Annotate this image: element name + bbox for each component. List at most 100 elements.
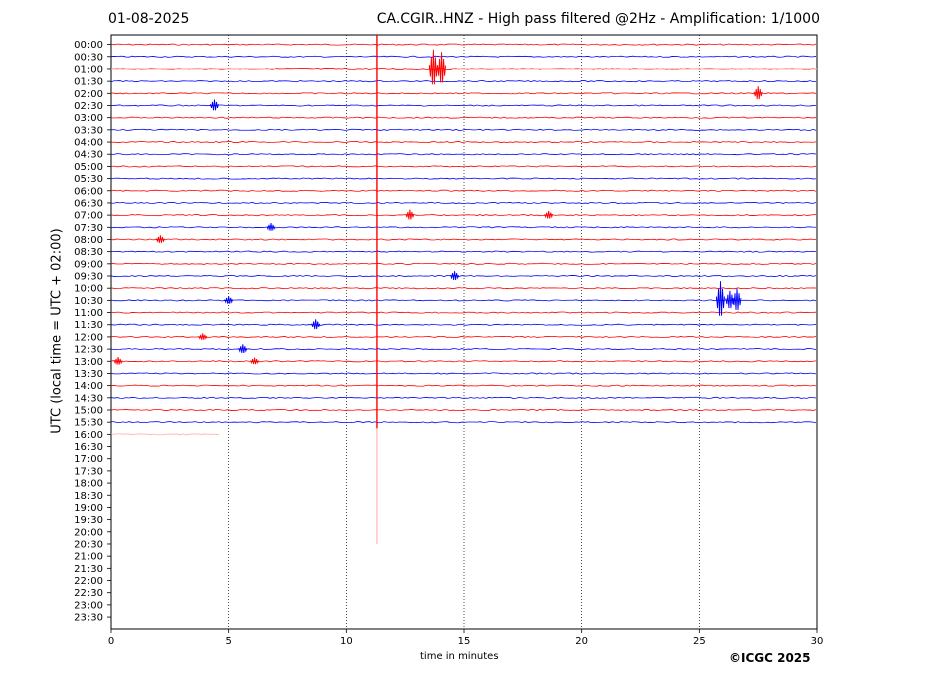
- y-tick-label: 16:30: [74, 442, 103, 453]
- y-tick-label: 04:00: [74, 138, 103, 149]
- y-tick-label: 05:00: [74, 162, 103, 173]
- y-tick-label: 23:30: [74, 613, 103, 624]
- x-tick-label: 0: [108, 636, 114, 647]
- y-tick-label: 20:00: [74, 527, 103, 538]
- trace-0500: [110, 165, 817, 168]
- y-tick-label: 05:30: [74, 174, 103, 185]
- trace-1200: [110, 335, 817, 338]
- trace-1100: [110, 311, 817, 314]
- y-tick-label: 23:00: [74, 600, 103, 611]
- event-burst: [732, 288, 742, 311]
- y-tick-label: 01:30: [74, 77, 103, 88]
- y-tick-label: 09:00: [74, 259, 103, 270]
- event-burst: [716, 281, 725, 316]
- trace-1330: [110, 372, 817, 375]
- date-label: 01-08-2025: [108, 11, 190, 27]
- y-tick-label: 07:00: [74, 211, 103, 222]
- y-tick-label: 18:00: [74, 479, 103, 490]
- y-tick-label: 12:00: [74, 332, 103, 343]
- y-tick-label: 00:00: [74, 40, 103, 51]
- y-tick-label: 08:30: [74, 247, 103, 258]
- trace-0930: [110, 275, 817, 278]
- y-tick-label: 13:00: [74, 357, 103, 368]
- trace-0530: [110, 177, 817, 180]
- event-burst: [311, 319, 321, 330]
- trace-0900: [110, 262, 817, 265]
- trace-1000: [110, 287, 817, 290]
- y-tick-label: 18:30: [74, 491, 103, 502]
- event-burst: [113, 357, 123, 365]
- event-burst: [198, 333, 208, 340]
- y-tick-label: 14:30: [74, 393, 103, 404]
- trace-1300: [110, 360, 817, 363]
- event-burst: [405, 209, 415, 220]
- trace-0300: [110, 116, 817, 119]
- y-tick-label: 02:00: [74, 89, 103, 100]
- y-tick-label: 17:30: [74, 466, 103, 477]
- trace-0830: [110, 250, 817, 253]
- trace-1500: [110, 408, 817, 412]
- y-tick-label: 10:00: [74, 284, 103, 295]
- y-tick-label: 03:30: [74, 125, 103, 136]
- y-tick-label: 01:00: [74, 64, 103, 75]
- x-tick-label: 20: [575, 636, 588, 647]
- chart-title: CA.CGIR..HNZ - High pass filtered @2Hz -…: [376, 11, 820, 27]
- x-tick-label: 30: [811, 636, 824, 647]
- event-burst: [753, 86, 763, 100]
- y-tick-label: 14:00: [74, 381, 103, 392]
- y-tick-label: 12:30: [74, 345, 103, 356]
- x-tick-label: 10: [340, 636, 353, 647]
- trace-0200: [110, 92, 817, 95]
- trace-1130: [110, 323, 817, 326]
- event-burst: [437, 52, 447, 83]
- y-tick-label: 20:30: [74, 539, 103, 550]
- event-burst: [544, 210, 554, 219]
- trace-0430: [110, 153, 817, 156]
- y-tick-label: 17:00: [74, 454, 103, 465]
- event-burst: [725, 290, 735, 309]
- trace-0130: [110, 80, 816, 83]
- y-tick-label: 02:30: [74, 101, 103, 112]
- trace-0700: [110, 214, 817, 217]
- trace-0600: [110, 189, 817, 192]
- trace-1030: [110, 299, 817, 302]
- y-tick-label: 08:00: [74, 235, 103, 246]
- copyright-notice: ©ICGC 2025: [729, 651, 811, 665]
- y-tick-label: 15:30: [74, 418, 103, 429]
- y-tick-label: 11:30: [74, 320, 103, 331]
- trace-0230: [110, 104, 817, 107]
- y-tick-label: 07:30: [74, 223, 103, 234]
- y-tick-label: 22:30: [74, 588, 103, 599]
- trace-0630: [110, 201, 817, 204]
- trace-1430: [110, 396, 817, 399]
- y-axis-label: UTC (local time = UTC + 02:00): [49, 228, 65, 434]
- y-tick-label: 11:00: [74, 308, 103, 319]
- trace-0800: [110, 238, 817, 241]
- y-tick-label: 00:30: [74, 52, 103, 63]
- trace-1230: [110, 348, 817, 351]
- y-tick-label: 09:30: [74, 272, 103, 283]
- trace-0330: [110, 128, 817, 131]
- event-burst: [155, 235, 165, 243]
- y-tick-label: 21:30: [74, 564, 103, 575]
- event-burst: [210, 99, 219, 111]
- trace-1530: [110, 421, 817, 424]
- event-burst: [266, 223, 276, 231]
- trace-0730: [110, 226, 817, 229]
- event-burst: [250, 357, 260, 365]
- trace-1400: [110, 384, 817, 387]
- y-tick-label: 06:00: [74, 186, 103, 197]
- y-tick-label: 06:30: [74, 198, 103, 209]
- y-tick-label: 15:00: [74, 406, 103, 417]
- y-tick-label: 21:00: [74, 552, 103, 563]
- event-burst: [238, 344, 248, 353]
- event-burst: [428, 49, 438, 85]
- trace-0030: [110, 55, 817, 58]
- x-tick-label: 25: [693, 636, 706, 647]
- event-burst: [450, 271, 460, 280]
- y-tick-label: 19:00: [74, 503, 103, 514]
- y-tick-label: 04:30: [74, 150, 103, 161]
- x-axis-label: time in minutes: [420, 651, 499, 662]
